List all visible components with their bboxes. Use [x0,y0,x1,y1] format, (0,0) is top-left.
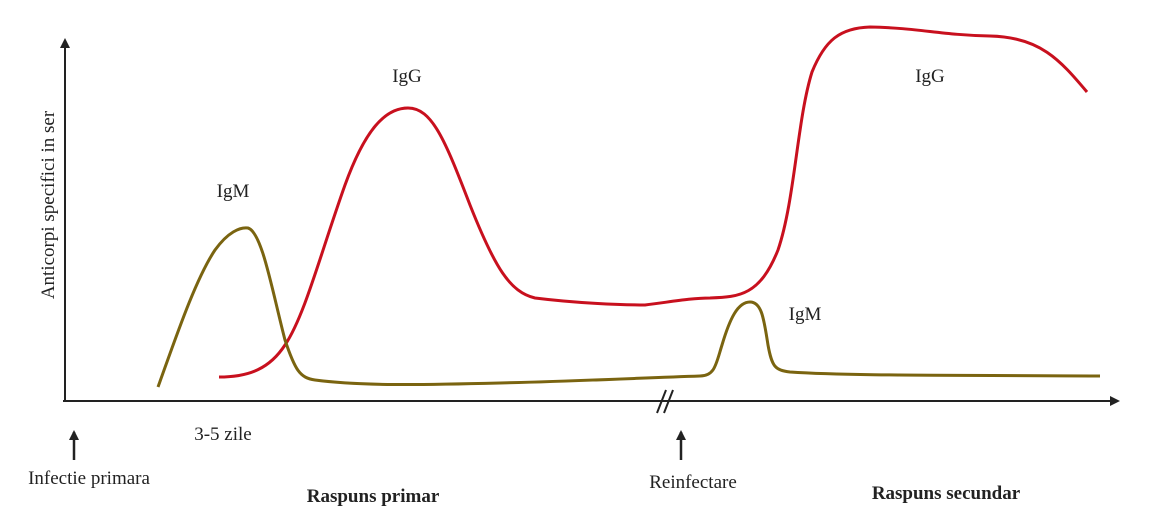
infection-label: Infectie primara [28,468,150,489]
reinfection-label: Reinfectare [649,472,737,493]
y-axis-label: Anticorpi specifici in ser [38,110,59,299]
igg-primary-label: IgG [392,66,422,87]
igm-curve [156,226,1101,388]
igg-secondary-label: IgG [915,66,945,87]
primary-response-label: Raspuns primar [307,486,440,507]
igm-primary-label: IgM [217,181,250,202]
duration-label: 3-5 zile [194,424,252,445]
secondary-response-label: Raspuns secundar [872,483,1021,504]
igm-secondary-label: IgM [789,304,822,325]
igg-curve [218,25,1089,379]
axis-break-mark [656,389,674,414]
